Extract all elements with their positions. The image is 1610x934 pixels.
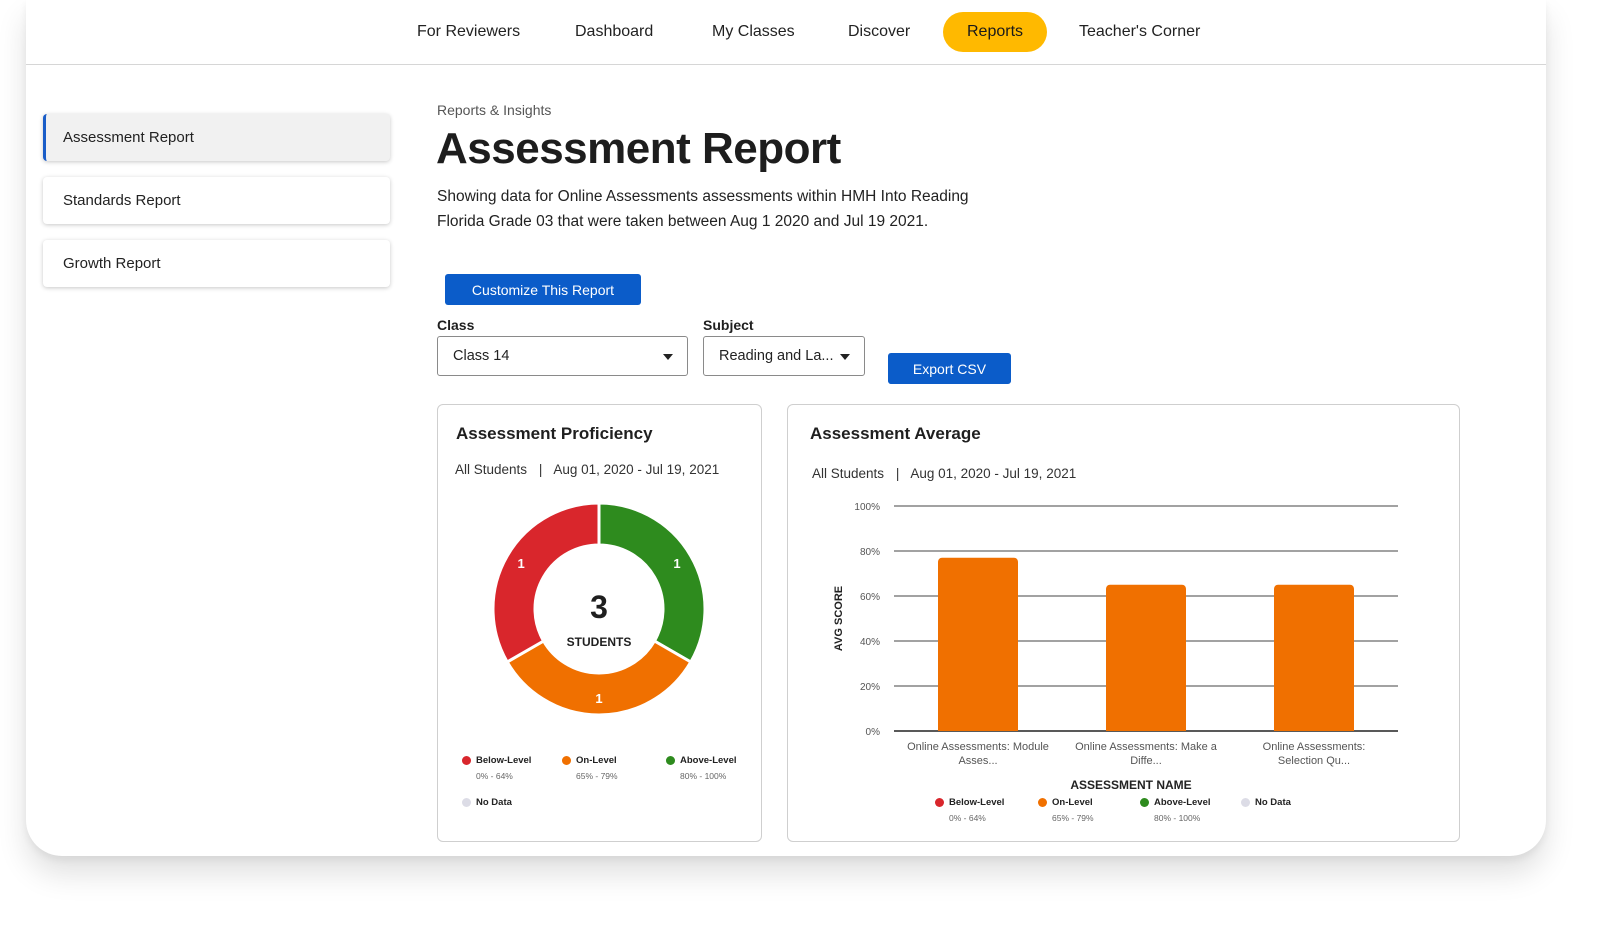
donut-total-label: STUDENTS — [567, 635, 632, 649]
subject-label: Subject — [703, 317, 754, 333]
class-label: Class — [437, 317, 475, 333]
above-level-dot — [1140, 798, 1149, 807]
bar-base — [1274, 725, 1354, 731]
average-card: Assessment Average All Students | Aug 01… — [787, 404, 1460, 842]
bar-base — [1106, 725, 1186, 731]
report-description: Showing data for Online Assessments asse… — [437, 184, 1037, 234]
chevron-down-icon — [663, 354, 673, 360]
legend-below-level: Below-Level 0% - 64% — [462, 755, 531, 781]
chevron-down-icon — [840, 354, 850, 360]
app-window: For Reviewers Dashboard My Classes Disco… — [26, 0, 1546, 856]
x-tick-label: Diffe... — [1130, 755, 1162, 767]
no-data-dot — [1241, 798, 1250, 807]
proficiency-title: Assessment Proficiency — [456, 424, 653, 443]
y-tick-label: 20% — [860, 682, 880, 693]
description-line-2: Florida Grade 03 that were taken between… — [437, 213, 929, 230]
proficiency-donut-chart: 3 STUDENTS 1 1 1 — [491, 501, 707, 717]
nav-reports[interactable]: Reports — [943, 12, 1048, 52]
average-title: Assessment Average — [810, 424, 981, 443]
sidebar-item-standards-report[interactable]: Standards Report — [43, 177, 390, 224]
page-title: Assessment Report — [436, 124, 841, 173]
legend-no-data: No Data — [1241, 797, 1291, 808]
separator: | — [538, 462, 543, 477]
proficiency-date-range: Aug 01, 2020 - Jul 19, 2021 — [553, 462, 720, 477]
below-level-dot — [935, 798, 944, 807]
breadcrumb: Reports & Insights — [437, 102, 552, 118]
average-date-range: Aug 01, 2020 - Jul 19, 2021 — [910, 466, 1077, 481]
description-line-1: Showing data for Online Assessments asse… — [437, 188, 969, 205]
legend-on-level: On-Level 65% - 79% — [1038, 797, 1094, 823]
average-bar-chart: 0% 20% 40% 60% 80% 100% AVG SCORE Online Assess… — [833, 502, 1398, 792]
y-tick-label: 0% — [866, 727, 881, 738]
average-filter: All Students — [812, 466, 885, 481]
legend-below-level: Below-Level 0% - 64% — [935, 797, 1004, 823]
proficiency-card: Assessment Proficiency All Students | Au… — [437, 404, 762, 842]
separator: | — [895, 466, 900, 481]
class-select[interactable]: Class 14 — [437, 336, 688, 376]
donut-slice-label: 1 — [673, 556, 680, 571]
donut-slice-on-level[interactable] — [505, 638, 693, 717]
x-tick-label: Selection Qu... — [1278, 755, 1350, 767]
x-tick-label: Online Assessments: — [1263, 741, 1366, 753]
nav-for-reviewers[interactable]: For Reviewers — [417, 23, 521, 40]
legend-above-level: Above-Level 80% - 100% — [666, 755, 737, 781]
export-csv-button[interactable]: Export CSV — [888, 353, 1011, 384]
below-level-dot — [462, 756, 471, 765]
bar[interactable] — [938, 557, 1018, 731]
donut-slice-label: 1 — [517, 556, 524, 571]
legend-on-level: On-Level 65% - 79% — [562, 755, 618, 781]
no-data-dot — [462, 798, 471, 807]
x-tick-label: Online Assessments: Make a — [1075, 741, 1218, 753]
y-axis-label: AVG SCORE — [833, 586, 845, 651]
subject-select-value: Reading and La... — [719, 348, 834, 364]
donut-slice-label: 1 — [595, 691, 602, 706]
on-level-dot — [562, 756, 571, 765]
y-tick-label: 60% — [860, 592, 880, 603]
nav-my-classes[interactable]: My Classes — [712, 23, 795, 40]
x-axis-label: ASSESSMENT NAME — [1070, 778, 1191, 792]
average-subtitle: All Students | Aug 01, 2020 - Jul 19, 20… — [812, 466, 1076, 481]
y-tick-label: 40% — [860, 637, 880, 648]
donut-total: 3 — [590, 589, 608, 625]
bar[interactable] — [1274, 584, 1354, 731]
donut-slice-below-level[interactable] — [491, 501, 601, 665]
class-select-value: Class 14 — [453, 348, 510, 364]
on-level-dot — [1038, 798, 1047, 807]
legend-no-data: No Data — [462, 797, 512, 808]
above-level-dot — [666, 756, 675, 765]
customize-report-button[interactable]: Customize This Report — [445, 274, 641, 305]
donut-slice-above-level[interactable] — [597, 501, 707, 665]
proficiency-filter: All Students — [455, 462, 528, 477]
x-tick-label: Online Assessments: Module — [907, 741, 1049, 753]
x-tick-label: Asses... — [958, 755, 997, 767]
nav-dashboard[interactable]: Dashboard — [575, 23, 654, 40]
proficiency-subtitle: All Students | Aug 01, 2020 - Jul 19, 20… — [455, 462, 719, 477]
nav-discover[interactable]: Discover — [848, 23, 911, 40]
subject-select[interactable]: Reading and La... — [703, 336, 865, 376]
top-navigation: For Reviewers Dashboard My Classes Disco… — [26, 0, 1546, 65]
y-tick-label: 80% — [860, 547, 880, 558]
nav-teachers-corner[interactable]: Teacher's Corner — [1079, 23, 1201, 40]
sidebar-item-growth-report[interactable]: Growth Report — [43, 240, 390, 287]
y-tick-label: 100% — [854, 502, 880, 513]
sidebar-item-assessment-report[interactable]: Assessment Report — [43, 114, 390, 161]
bar-base — [938, 725, 1018, 731]
bar[interactable] — [1106, 584, 1186, 731]
legend-above-level: Above-Level 80% - 100% — [1140, 797, 1211, 823]
